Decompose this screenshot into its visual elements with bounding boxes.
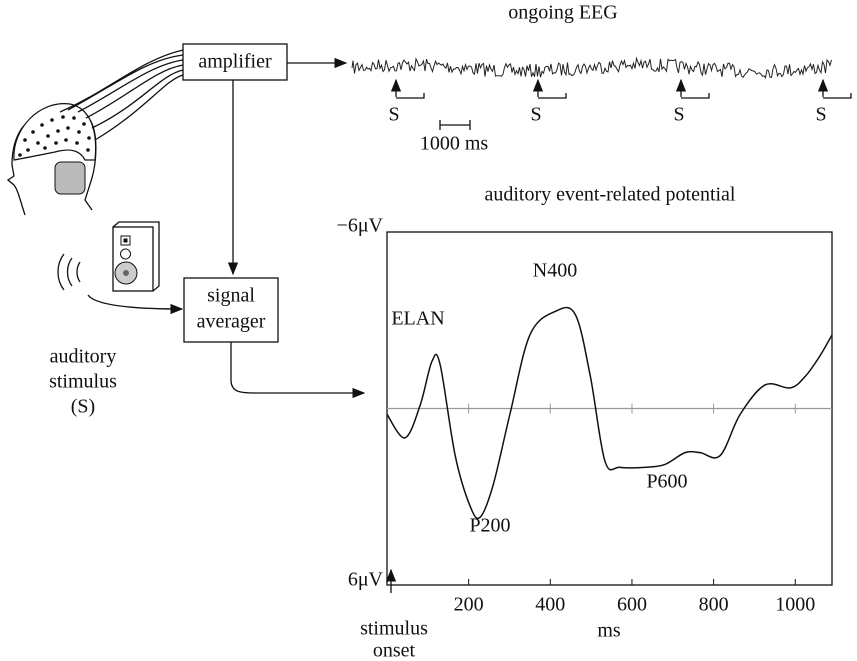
bracket xyxy=(396,93,425,99)
stimulus-label: auditory xyxy=(50,346,117,368)
bracket xyxy=(538,93,567,99)
amplifier-box xyxy=(182,43,288,81)
x-axis-label: ms xyxy=(597,620,621,642)
bracket xyxy=(823,93,852,99)
arrow xyxy=(230,342,366,399)
stimulus-marker: S xyxy=(530,104,541,126)
eeg-trace xyxy=(351,56,832,79)
stimulus-marker: S xyxy=(673,104,684,126)
erp-line xyxy=(386,306,833,520)
chart-title: auditory event-related potential xyxy=(484,184,735,206)
x-tick-label: 200 xyxy=(454,594,484,616)
x-tick-label: 600 xyxy=(617,594,647,616)
y-tick-label: −6μV xyxy=(337,215,384,237)
y-tick-label: 6μV xyxy=(348,569,384,591)
x-tick-label: 800 xyxy=(699,594,729,616)
stimulus-marker: S xyxy=(815,104,826,126)
component-label: P200 xyxy=(469,515,510,537)
x-tick-label: 400 xyxy=(535,594,565,616)
component-label: P600 xyxy=(646,471,687,493)
onset-label: onset xyxy=(373,640,416,661)
head-illustration xyxy=(6,49,184,216)
averager-label: signal xyxy=(207,285,255,307)
x-tick-label: 1000 xyxy=(775,594,815,616)
onset-label: stimulus xyxy=(360,618,428,640)
component-label: N400 xyxy=(533,260,577,282)
eeg-title: ongoing EEG xyxy=(508,2,617,24)
scale-label: 1000 ms xyxy=(420,133,489,155)
averager-label: averager xyxy=(197,311,266,333)
arrow xyxy=(87,294,184,315)
stimulus-label: (S) xyxy=(71,396,95,418)
averager-box xyxy=(183,277,279,343)
component-label: ELAN xyxy=(391,308,444,330)
eeg-noise xyxy=(351,56,832,79)
stimulus-marker: S xyxy=(388,104,399,126)
bracket xyxy=(681,93,710,99)
amplifier-label: amplifier xyxy=(198,51,272,73)
stimulus-label: stimulus xyxy=(49,371,117,393)
speaker xyxy=(57,221,160,292)
